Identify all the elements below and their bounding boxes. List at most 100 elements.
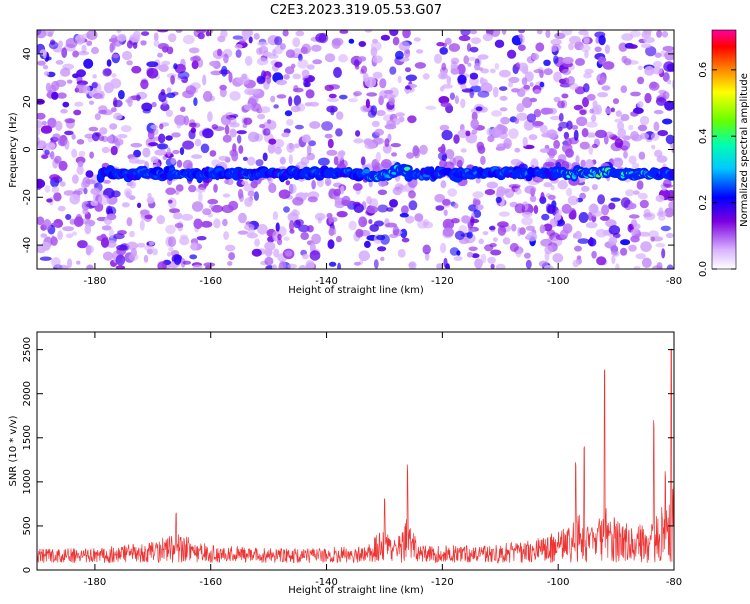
heatmap-cell (620, 239, 631, 246)
heatmap-cell (586, 132, 596, 138)
heatmap-cell (433, 53, 442, 64)
heatmap-cell (457, 129, 469, 139)
heatmap-cell (375, 151, 381, 163)
heatmap-cell (165, 187, 176, 195)
heatmap-cell (639, 231, 650, 237)
heatmap-cell (37, 120, 43, 129)
heatmap-cell (168, 199, 173, 204)
heatmap-cell (397, 75, 402, 84)
colorbar-tick-label: 0.0 (698, 261, 709, 277)
heatmap-cell (324, 133, 333, 139)
heatmap-cell (64, 130, 74, 136)
heatmap-cell (514, 203, 526, 214)
heatmap-cell (311, 44, 322, 52)
heatmap-cell (112, 53, 119, 59)
heatmap-cell (631, 162, 640, 169)
heatmap-cell (81, 201, 90, 211)
heatmap-cell (630, 228, 640, 235)
heatmap-cell (273, 104, 279, 109)
heatmap-cell (436, 42, 445, 47)
heatmap-cell (166, 92, 176, 99)
heatmap-cell (57, 264, 69, 269)
heatmap-cell (136, 242, 146, 248)
heatmap-cell (88, 126, 99, 132)
heatmap-cell (51, 257, 61, 268)
heatmap-cell (463, 55, 470, 65)
heatmap-cell (372, 55, 383, 64)
heatmap-cell (608, 236, 618, 245)
heatmap-cell (668, 168, 674, 179)
heatmap-cell (92, 74, 97, 79)
heatmap-cell (531, 53, 539, 61)
heatmap-cell (59, 181, 66, 187)
heatmap-cell (645, 46, 657, 57)
heatmap-cell (251, 248, 262, 257)
heatmap-cell (158, 91, 167, 103)
heatmap-cell (543, 265, 554, 269)
heatmap-cell (309, 121, 321, 129)
heatmap-cell (143, 254, 149, 263)
heatmap-cell (37, 216, 45, 226)
heatmap-cell (338, 54, 349, 63)
heatmap-cell (121, 50, 133, 61)
heatmap-cell (500, 116, 510, 125)
heatmap-cell (615, 110, 622, 117)
heatmap-cell (479, 77, 485, 85)
heatmap-cell (287, 263, 298, 269)
heatmap-cell (450, 57, 460, 65)
heatmap-cell (637, 124, 648, 132)
heatmap-cell (283, 206, 290, 213)
heatmap-cell (362, 72, 369, 83)
heatmap-cell (213, 218, 221, 229)
heatmap-cell (535, 42, 545, 52)
colorbar: 0.0 0.2 0.4 0.6 Normalized spectral amplitu… (698, 29, 750, 277)
heatmap-cell (190, 56, 199, 62)
heatmap-cell (554, 32, 566, 39)
heatmap-cell (324, 177, 332, 187)
heatmap-cell (166, 87, 172, 93)
heatmap-cell (400, 228, 408, 239)
heatmap-cell (567, 195, 579, 206)
heatmap-cell (413, 37, 421, 42)
heatmap-cell (259, 124, 266, 129)
heatmap-cell (277, 238, 283, 246)
heatmap-cell (492, 86, 499, 98)
heatmap-cell (185, 85, 197, 95)
heatmap-cell (318, 157, 330, 166)
heatmap-cell (543, 182, 553, 188)
heatmap-cell (137, 202, 142, 208)
heatmap-cell (643, 36, 655, 44)
heatmap-cell (292, 197, 304, 206)
heatmap-cell (328, 93, 337, 99)
heatmap-cell (477, 90, 490, 98)
heatmap-cell (312, 59, 323, 65)
heatmap-cell (142, 108, 151, 114)
heatmap-cell (641, 43, 652, 49)
heatmap-cell (460, 98, 466, 109)
heatmap-cell (304, 81, 311, 88)
figure-title: C2E3.2023.319.05.53.G07 (270, 3, 442, 18)
heatmap-cell (436, 263, 443, 269)
heatmap-cell (236, 130, 247, 135)
heatmap-cell (650, 132, 660, 141)
heatmap-cell (268, 175, 273, 185)
spectrogram-panel: -180 -160 -140 -120 -100 -80 -40 -20 0 20 40 Heig… (8, 29, 682, 296)
heatmap-cell (538, 260, 549, 267)
heatmap-cell (91, 82, 98, 89)
heatmap-cell (222, 218, 228, 227)
heatmap-cell (576, 116, 588, 127)
heatmap-cell (547, 194, 556, 201)
heatmap-cell (43, 219, 52, 230)
heatmap-cell (281, 132, 290, 137)
heatmap-cell (150, 124, 158, 130)
heatmap-cell (651, 144, 656, 150)
heatmap-cell (657, 130, 668, 137)
heatmap-cell (541, 213, 550, 221)
heatmap-cell (419, 144, 428, 155)
heatmap-cell (451, 218, 460, 224)
heatmap-cell (610, 197, 621, 202)
heatmap-cell (289, 229, 295, 234)
heatmap-cell (477, 54, 489, 60)
heatmap-cell (599, 76, 607, 85)
